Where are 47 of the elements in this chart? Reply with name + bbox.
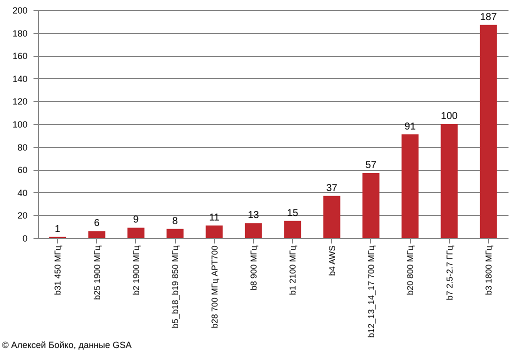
- data-label: 187: [480, 12, 498, 23]
- x-tick-label: b1 2100 МГц: [288, 245, 298, 296]
- y-tick-label: 200: [12, 6, 28, 16]
- y-tick-label: 100: [12, 120, 28, 130]
- x-tick-label: b7 2.5-2.7 ГГц: [444, 245, 454, 300]
- y-tick-label: 180: [12, 28, 28, 38]
- bar: [402, 134, 419, 238]
- x-tick-label: b20 800 МГц: [405, 245, 416, 296]
- y-tick-label: 40: [17, 188, 28, 198]
- x-tick-label: b5_b18_b19 850 МГц: [170, 245, 180, 328]
- bar: [440, 124, 458, 238]
- data-label: 1: [54, 224, 61, 235]
- x-tick-label: b4 AWS: [326, 245, 337, 276]
- x-tick-label: b28 700 МГц APT700: [209, 245, 220, 328]
- text: © Алексей Бойко, данные GSA: [2, 340, 132, 350]
- y-tick-label: 0: [22, 234, 28, 244]
- data-label: 6: [94, 218, 100, 230]
- x-tick-label: b25 1900 МГц: [92, 245, 102, 300]
- bar: [284, 220, 302, 238]
- bar: [323, 196, 340, 238]
- x-tick-label: b12_13_14_17 700 МГц: [366, 245, 376, 338]
- x-tick-label: b8 900 МГц: [248, 245, 258, 290]
- y-tick-label: 140: [12, 74, 28, 84]
- x-tick-label: b2 1900 МГц: [130, 245, 141, 296]
- y-tick-label: 160: [12, 51, 28, 62]
- bar: [166, 228, 184, 238]
- y-tick-label: 120: [12, 96, 28, 107]
- bar: [480, 24, 497, 238]
- data-label: 37: [326, 182, 338, 194]
- x-tick-label: b31 450 МГц: [52, 245, 63, 296]
- y-tick-label: 60: [17, 165, 28, 176]
- data-label: 57: [365, 160, 377, 172]
- bar: [88, 231, 106, 238]
- data-label: 100: [440, 111, 458, 122]
- data-label: 13: [248, 210, 260, 222]
- bar: [127, 228, 144, 238]
- bar: [362, 173, 380, 238]
- data-label: 91: [404, 121, 416, 132]
- x-tick-label: b3 1800 МГц: [483, 245, 494, 296]
- data-label: 8: [172, 216, 178, 227]
- y-tick-label: 80: [17, 142, 28, 152]
- bar: [206, 225, 223, 238]
- data-label: 15: [287, 208, 299, 219]
- y-tick-label: 20: [17, 210, 28, 221]
- data-label: 11: [209, 212, 220, 224]
- bar: [244, 223, 262, 238]
- data-label: 9: [133, 214, 140, 226]
